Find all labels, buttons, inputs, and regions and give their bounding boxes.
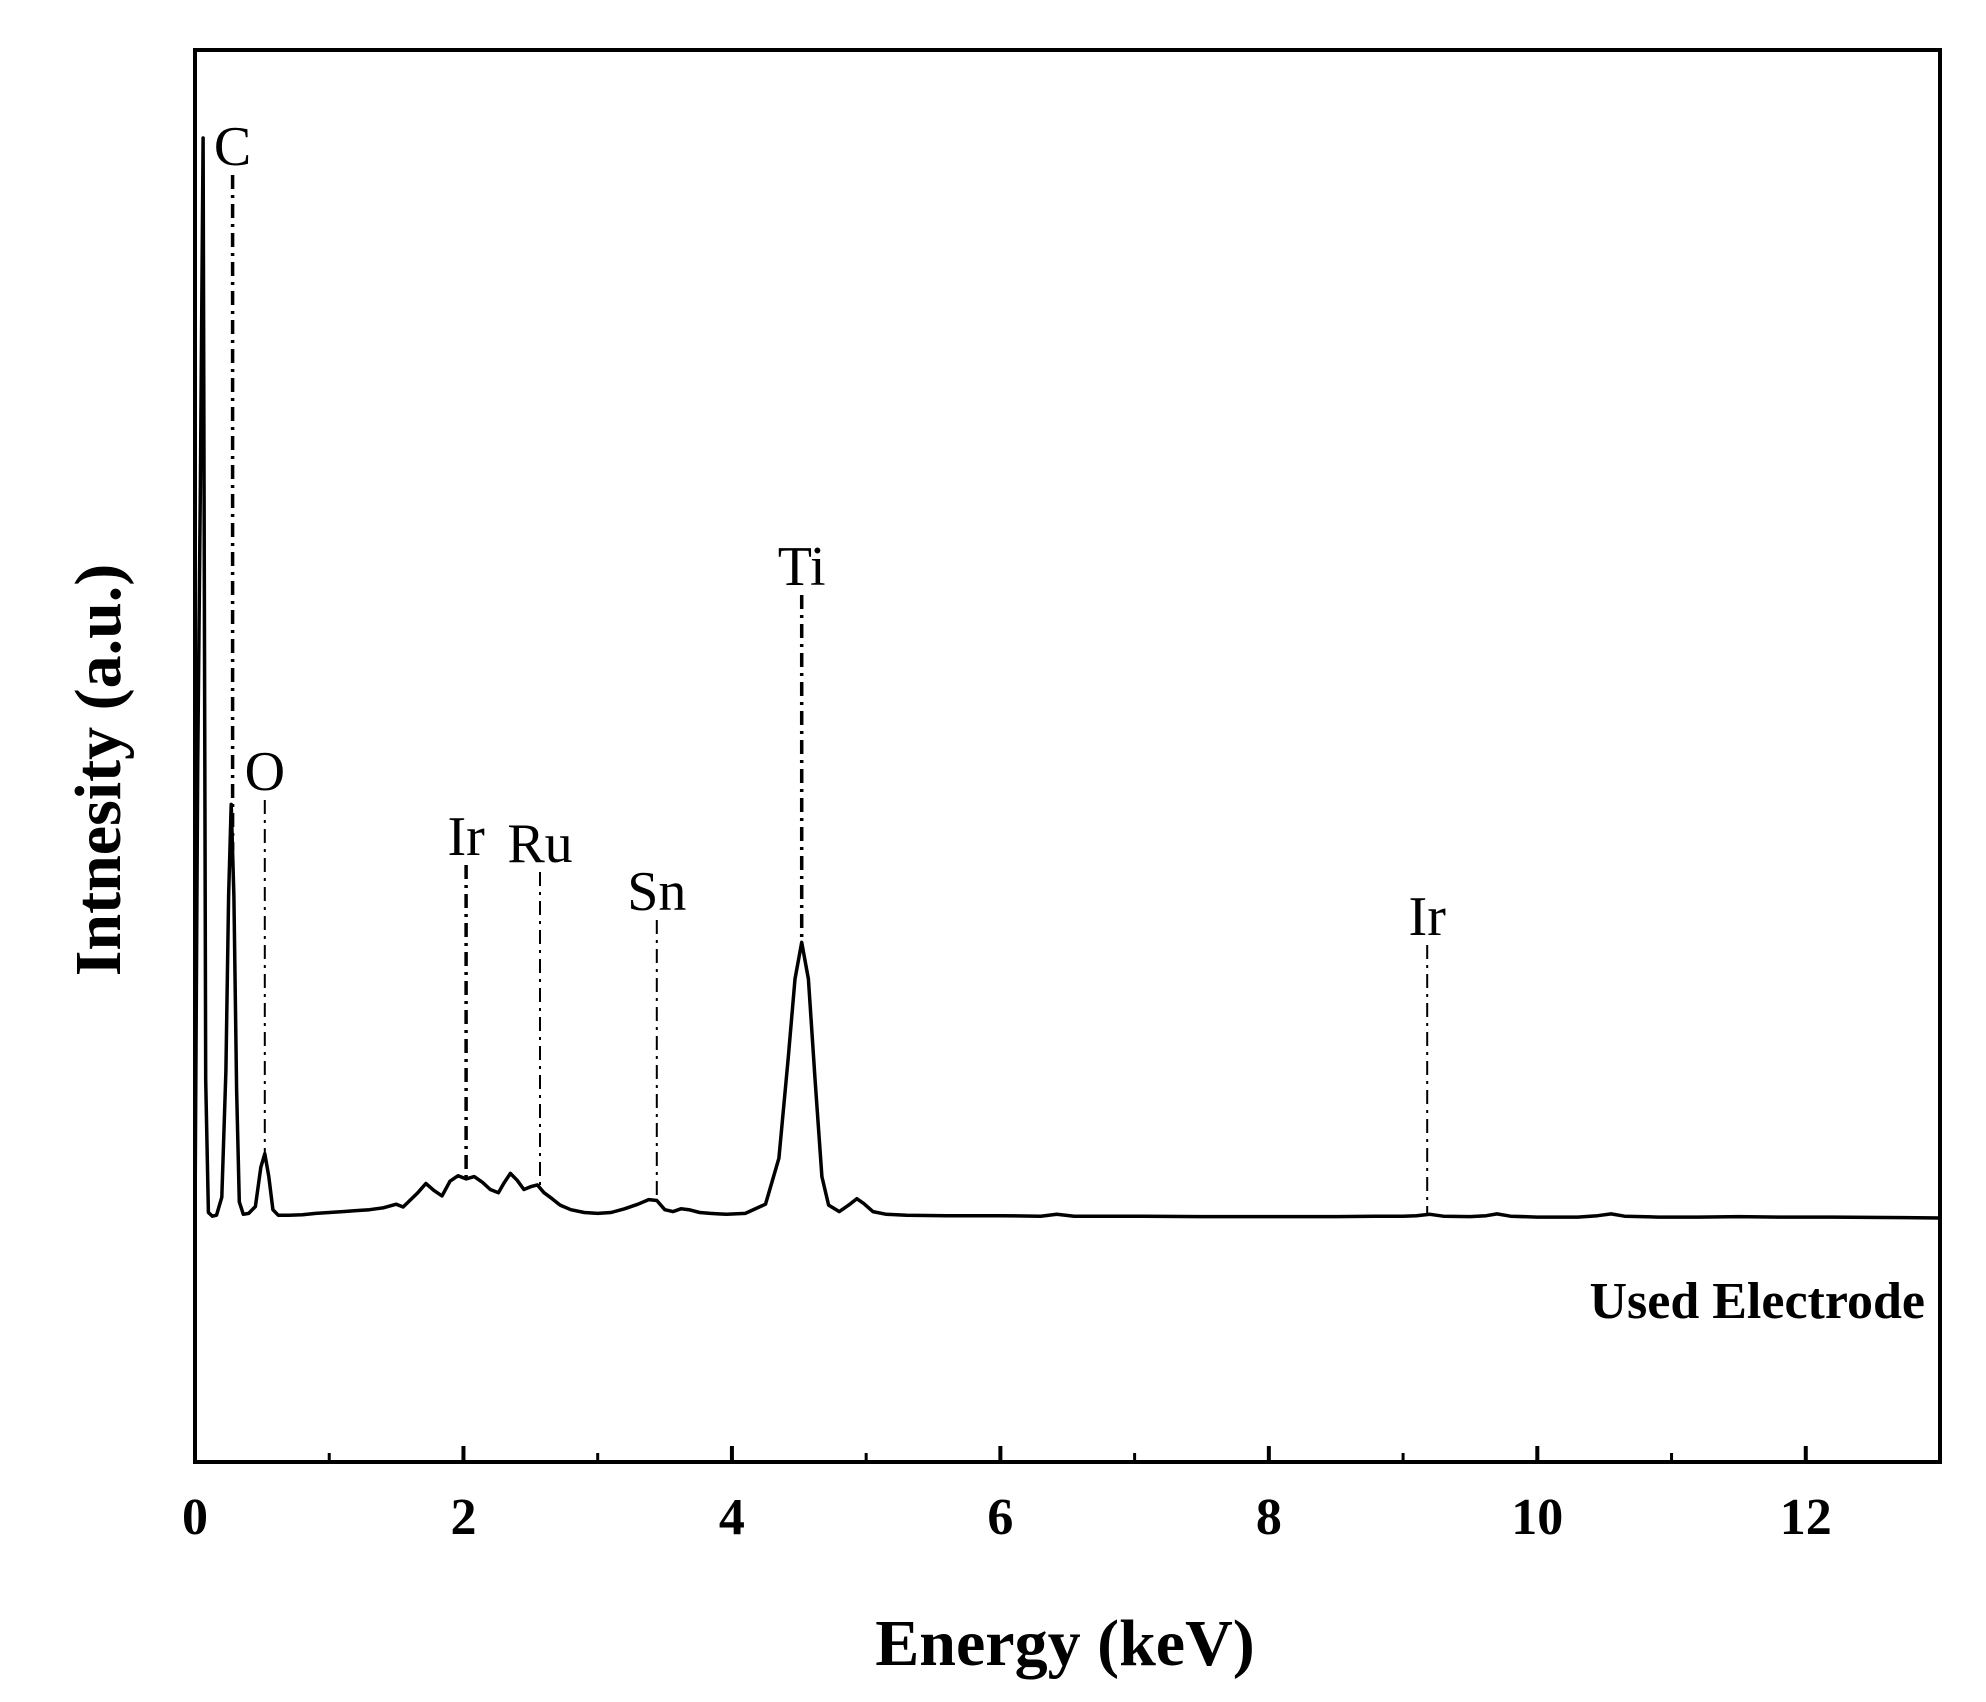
x-tick-label: 4 xyxy=(719,1489,745,1546)
spectrum-line xyxy=(193,136,1941,1220)
plot-area: C O Ir Ru Sn Ti Ir xyxy=(193,116,1941,1220)
x-tick-label: 12 xyxy=(1780,1489,1832,1546)
x-tick-label: 6 xyxy=(987,1489,1013,1546)
peak-label: Sn xyxy=(627,861,686,923)
peak-label: C xyxy=(214,116,251,178)
peak-label: O xyxy=(245,741,285,803)
x-tick-label: 8 xyxy=(1256,1489,1282,1546)
peak-label: Ru xyxy=(507,813,572,875)
x-tick-label: 10 xyxy=(1511,1489,1563,1546)
x-tick-label: 0 xyxy=(182,1489,208,1546)
peak-label: Ti xyxy=(778,536,826,598)
y-axis-title: Intnesity (a.u.) xyxy=(62,564,135,977)
axes: 0 2 4 6 8 10 12 xyxy=(182,48,1942,1546)
x-axis-title: Energy (keV) xyxy=(875,1607,1254,1680)
x-tick-label: 2 xyxy=(450,1489,476,1546)
peak-label: Ir xyxy=(1409,886,1447,948)
plot-frame xyxy=(193,48,1942,1464)
sample-annotation: Used Electrode xyxy=(1589,1273,1925,1330)
peak-label: Ir xyxy=(447,806,485,868)
